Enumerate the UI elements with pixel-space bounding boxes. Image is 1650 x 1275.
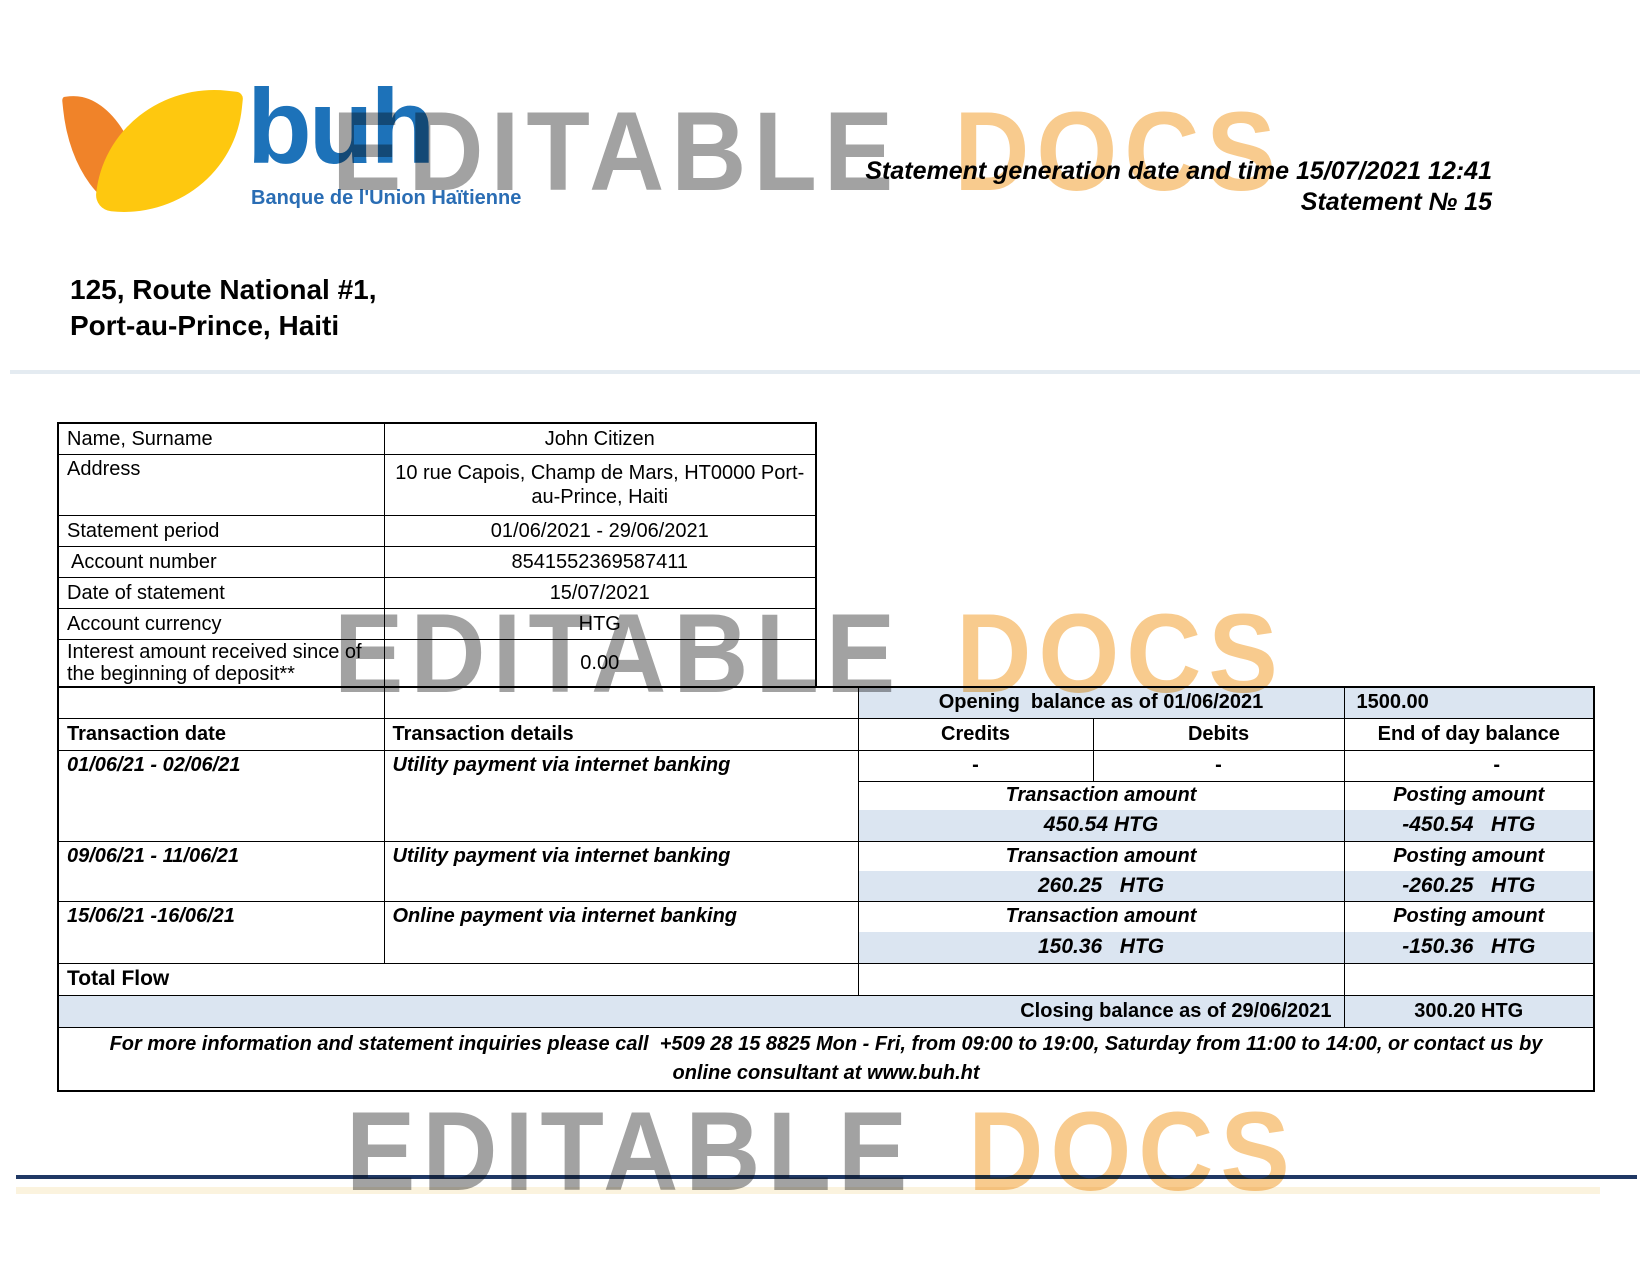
table-row: 01/06/21 - 02/06/21 Utility payment via … bbox=[57, 749, 1595, 842]
txn3-posting-label: Posting amount bbox=[1343, 900, 1595, 932]
txn1-amount-label: Transaction amount bbox=[857, 780, 1345, 810]
info-value-statement-date: 15/07/2021 bbox=[383, 576, 817, 609]
info-value-name: John Citizen bbox=[383, 422, 817, 455]
table-row: 260.25 HTG -260.25 HTG bbox=[58, 871, 1595, 902]
total-flow-label: Total Flow bbox=[57, 962, 859, 996]
buh-logo: buh Banque de l'Union Haïtienne bbox=[61, 74, 525, 224]
info-value-period: 01/06/2021 - 29/06/2021 bbox=[383, 514, 817, 547]
table-row: 09/06/21 - 11/06/21 Utility payment via … bbox=[57, 840, 1595, 902]
bottom-navy-line bbox=[16, 1175, 1637, 1179]
info-label-currency: Account currency bbox=[57, 607, 385, 640]
header-eod-balance: End of day balance bbox=[1343, 717, 1595, 751]
statement-number-line: Statement № 15 bbox=[1300, 188, 1492, 216]
info-value-account-number: 8541552369587411 bbox=[383, 545, 817, 578]
info-label-name: Name, Surname bbox=[57, 422, 385, 455]
header-credits: Credits bbox=[857, 717, 1094, 751]
opening-balance-label: Opening balance as of 01/06/2021 bbox=[857, 686, 1345, 719]
bottom-cream-line bbox=[16, 1187, 1600, 1194]
info-label-period: Statement period bbox=[57, 514, 385, 547]
info-label-interest: Interest amount received since of the be… bbox=[57, 638, 385, 688]
bank-address-line1: 125, Route National #1, bbox=[70, 274, 377, 305]
closing-balance-value: 300.20 HTG bbox=[1343, 994, 1595, 1028]
txn1-amount: 450.54 HTG bbox=[857, 810, 1345, 842]
opening-balance-row: Opening balance as of 01/06/2021 1500.00 bbox=[57, 686, 1595, 719]
info-label-statement-date: Date of statement bbox=[57, 576, 385, 609]
table-row: Statement period 01/06/2021 - 29/06/2021 bbox=[57, 514, 817, 547]
logo-tagline: Banque de l'Union Haïtienne bbox=[251, 187, 522, 209]
bank-address-line2: Port-au-Prince, Haiti bbox=[70, 310, 340, 341]
total-flow-row: Total Flow bbox=[57, 962, 1595, 996]
column-header-row: Transaction date Transaction details Cre… bbox=[57, 717, 1595, 751]
txn2-amount-label: Transaction amount bbox=[857, 840, 1345, 871]
txn3-posting: -150.36 HTG bbox=[1343, 932, 1595, 964]
txn1-posting-label: Posting amount bbox=[1343, 780, 1595, 810]
account-info-table: Name, Surname John Citizen Address 10 ru… bbox=[57, 422, 817, 688]
table-row: Interest amount received since of the be… bbox=[57, 638, 817, 688]
table-row: Name, Surname John Citizen bbox=[57, 422, 817, 455]
txn1-details: Utility payment via internet banking bbox=[383, 749, 859, 842]
info-value-currency: HTG bbox=[383, 607, 817, 640]
txn1-eod: - bbox=[1343, 749, 1595, 782]
empty-cell bbox=[57, 686, 385, 719]
txn3-details: Online payment via internet banking bbox=[383, 900, 859, 964]
empty-cell bbox=[857, 962, 1345, 996]
table-row: Date of statement 15/07/2021 bbox=[57, 576, 817, 609]
txn1-credits: - bbox=[857, 749, 1094, 782]
txn1-debits: - bbox=[1092, 749, 1345, 782]
closing-balance-row: Closing balance as of 29/06/2021 300.20 … bbox=[57, 994, 1595, 1028]
generation-date-line: Statement generation date and time 15/07… bbox=[865, 157, 1492, 185]
table-row: Address 10 rue Capois, Champ de Mars, HT… bbox=[57, 453, 817, 516]
transactions-table: Opening balance as of 01/06/2021 1500.00… bbox=[57, 686, 1595, 1092]
txn2-posting-label: Posting amount bbox=[1343, 840, 1595, 871]
header-divider-line bbox=[10, 370, 1640, 374]
logo-brand-text: buh bbox=[247, 68, 435, 186]
closing-balance-label: Closing balance as of 29/06/2021 bbox=[57, 994, 1345, 1028]
txn3-date: 15/06/21 -16/06/21 bbox=[57, 900, 385, 964]
table-row: 450.54 HTG -450.54 HTG bbox=[58, 810, 1595, 842]
txn3-amount-label: Transaction amount bbox=[857, 900, 1345, 932]
footer-note: For more information and statement inqui… bbox=[57, 1026, 1595, 1091]
info-value-interest: 0.00 bbox=[383, 638, 817, 688]
header-debits: Debits bbox=[1092, 717, 1345, 751]
footer-note-row: For more information and statement inqui… bbox=[57, 1026, 1595, 1091]
empty-cell bbox=[1343, 962, 1595, 996]
header-transaction-details: Transaction details bbox=[383, 717, 859, 751]
txn2-amount: 260.25 HTG bbox=[857, 871, 1345, 902]
info-label-account-number: Account number bbox=[57, 545, 385, 578]
info-value-address: 10 rue Capois, Champ de Mars, HT0000 Por… bbox=[383, 453, 817, 516]
txn2-posting: -260.25 HTG bbox=[1343, 871, 1595, 902]
txn2-date: 09/06/21 - 11/06/21 bbox=[57, 840, 385, 902]
txn1-posting: -450.54 HTG bbox=[1343, 810, 1595, 842]
header-transaction-date: Transaction date bbox=[57, 717, 385, 751]
statement-generation-block: Statement generation date and time 15/07… bbox=[700, 156, 1492, 218]
table-row: Account currency HTG bbox=[57, 607, 817, 640]
table-row: 150.36 HTG -150.36 HTG bbox=[58, 932, 1595, 964]
empty-cell bbox=[383, 686, 859, 719]
txn3-amount: 150.36 HTG bbox=[857, 932, 1345, 964]
table-row: 15/06/21 -16/06/21 Online payment via in… bbox=[57, 900, 1595, 964]
table-row: Transaction amount Posting amount bbox=[58, 780, 1595, 810]
logo-petal-yellow-icon bbox=[94, 78, 244, 224]
opening-balance-value: 1500.00 bbox=[1343, 686, 1595, 719]
txn1-date: 01/06/21 - 02/06/21 bbox=[57, 749, 385, 842]
table-row: Account number 8541552369587411 bbox=[57, 545, 817, 578]
info-label-address: Address bbox=[57, 453, 385, 516]
txn2-details: Utility payment via internet banking bbox=[383, 840, 859, 902]
bank-address: 125, Route National #1, Port-au-Prince, … bbox=[70, 272, 377, 344]
